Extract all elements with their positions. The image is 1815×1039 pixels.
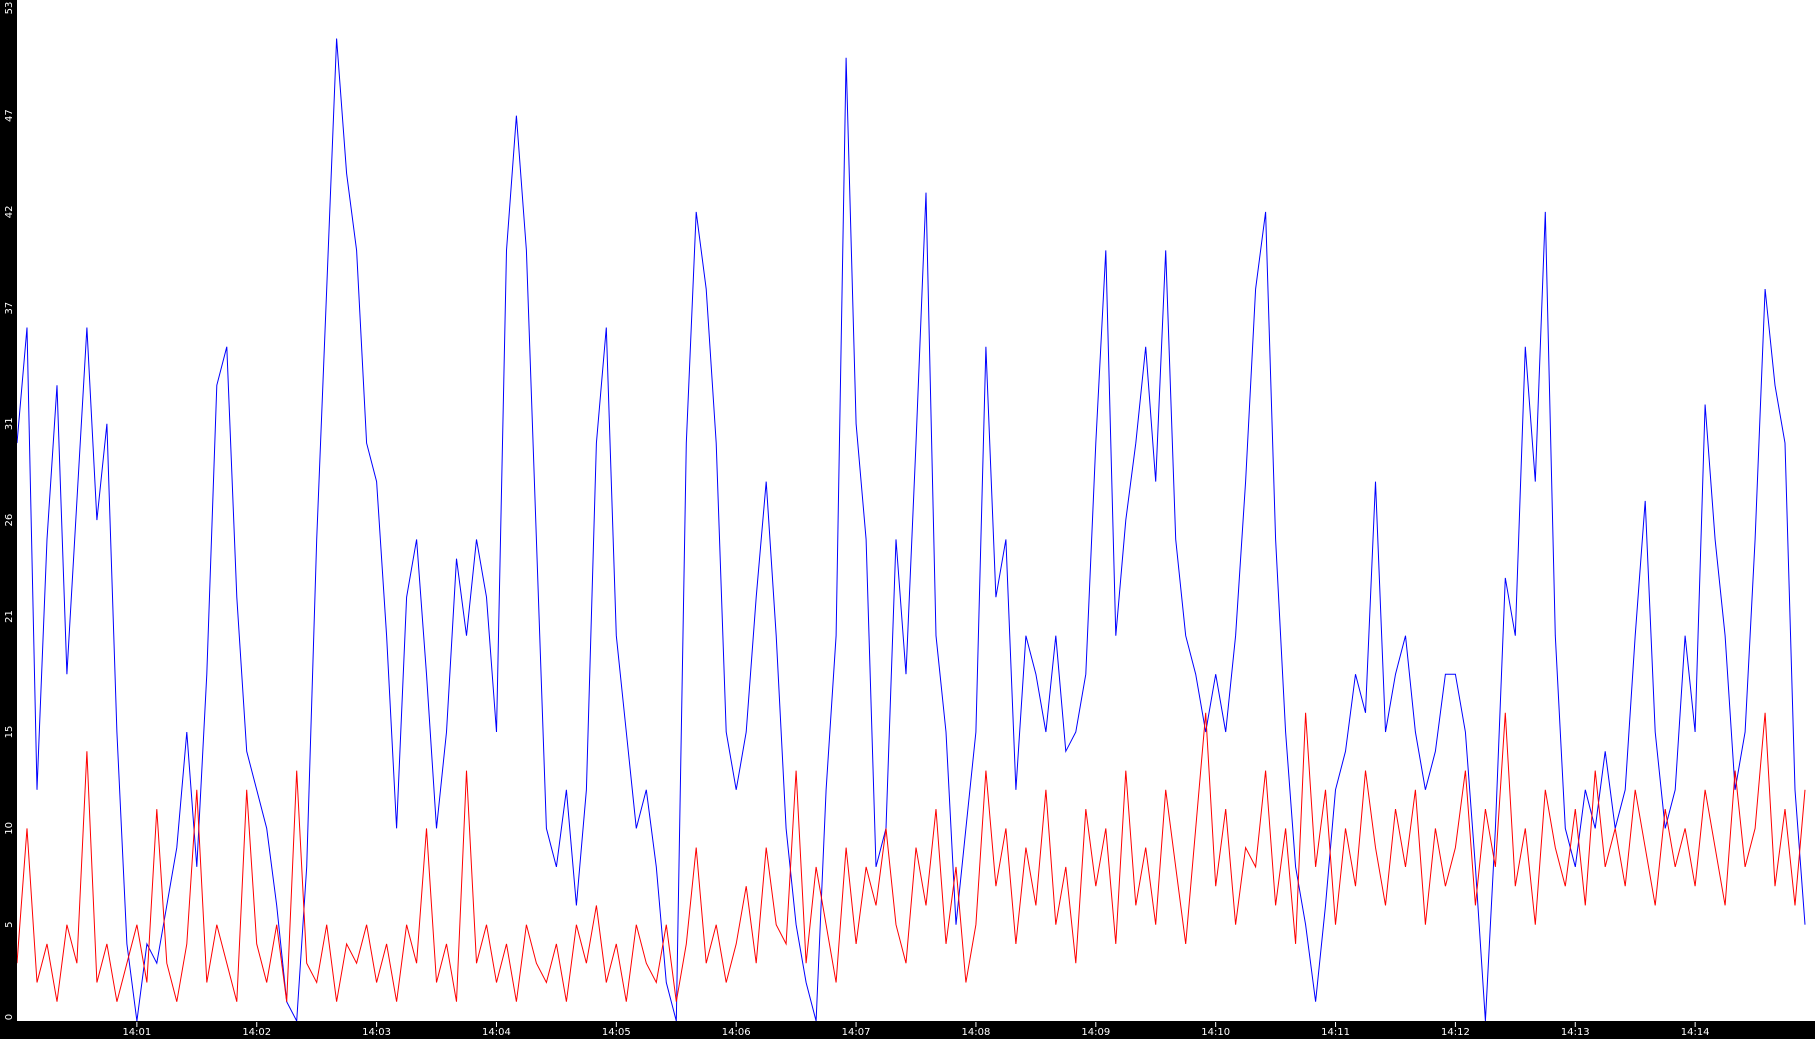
y-tick-label: 42 <box>4 206 15 219</box>
x-tick-label: 14:09 <box>1081 1027 1110 1038</box>
y-tick-label: 0 <box>4 1014 15 1020</box>
x-tick-label: 14:10 <box>1201 1027 1230 1038</box>
x-tick-label: 14:08 <box>962 1027 991 1038</box>
y-tick-label: 5 <box>4 922 15 928</box>
x-tick-label: 14:14 <box>1681 1027 1710 1038</box>
y-tick-label: 53 <box>4 2 15 15</box>
x-tick-label: 14:01 <box>122 1027 151 1038</box>
x-axis-ticks: 14:01 14:02 14:03 14:04 14:05 14:06 14:07 14:08… <box>122 1022 1710 1038</box>
y-tick-label: 21 <box>4 610 15 623</box>
y-tick-label: 31 <box>4 417 15 430</box>
x-tick-label: 14:02 <box>242 1027 271 1038</box>
x-tick-label: 14:11 <box>1321 1027 1350 1038</box>
x-tick-label: 14:05 <box>602 1027 631 1038</box>
x-tick-label: 14:12 <box>1441 1027 1470 1038</box>
series-layer <box>16 38 1806 1023</box>
y-tick-label: 47 <box>4 109 15 122</box>
y-axis-bar <box>0 0 17 1039</box>
x-tick-label: 14:07 <box>842 1027 871 1038</box>
x-tick-label: 14:04 <box>482 1027 511 1038</box>
y-axis-ticks: 0 5 10 15 21 26 31 37 42 47 53 <box>4 2 15 1021</box>
x-axis-bar <box>0 1021 1815 1039</box>
x-tick-label: 14:03 <box>362 1027 391 1038</box>
series-blue-line <box>16 38 1806 1023</box>
y-tick-label: 26 <box>4 514 15 527</box>
y-tick-label: 15 <box>4 726 15 739</box>
x-tick-label: 14:06 <box>722 1027 751 1038</box>
y-tick-label: 37 <box>4 302 15 315</box>
series-red-line <box>16 712 1806 1002</box>
y-tick-label: 10 <box>4 822 15 835</box>
x-tick-label: 14:13 <box>1561 1027 1590 1038</box>
